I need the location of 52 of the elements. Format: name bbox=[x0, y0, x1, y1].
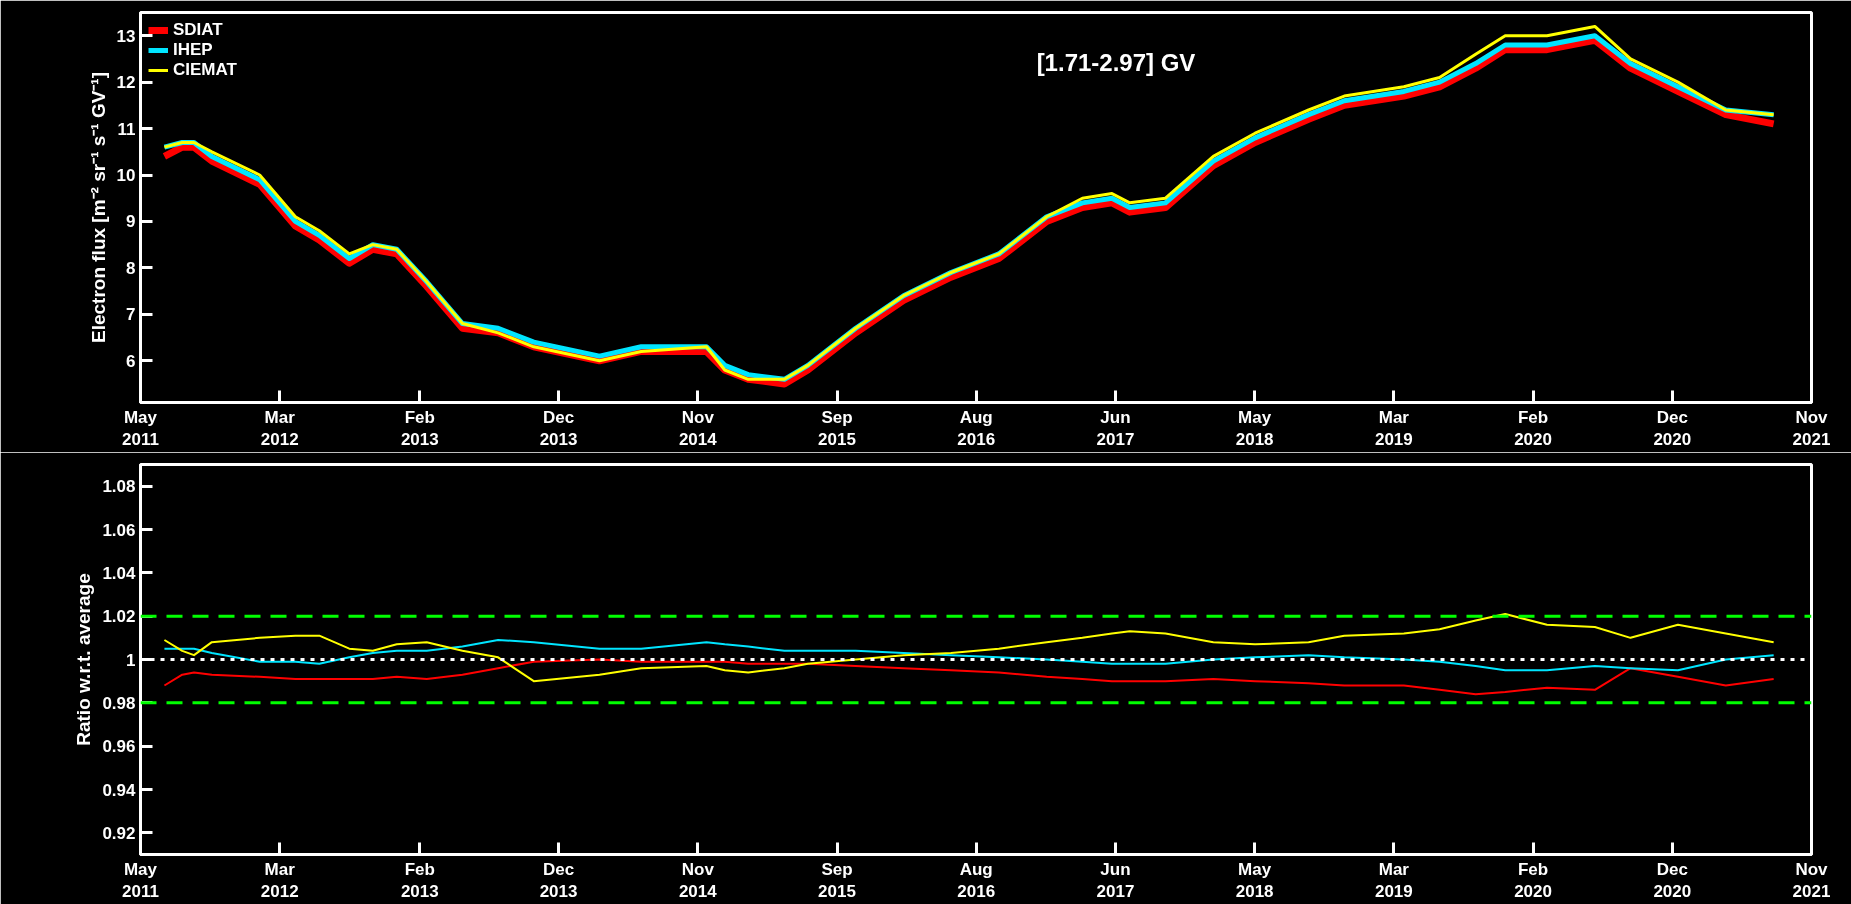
x-tick-label: Feb 2013 bbox=[400, 859, 439, 902]
y-tick-label: 0.94 bbox=[102, 780, 137, 800]
x-tick-label: Jun 2017 bbox=[1096, 859, 1135, 902]
y-axis-title: Electron flux [m⁻² sr⁻¹ s⁻¹ GV⁻¹] bbox=[87, 71, 109, 344]
x-tick-label: Jun 2017 bbox=[1096, 407, 1135, 450]
y-tick-label: 0.96 bbox=[102, 737, 136, 757]
x-tick-label: Nov 2021 bbox=[1792, 859, 1831, 902]
x-tick-label: Feb 2020 bbox=[1514, 859, 1552, 902]
y-tick-label: 11 bbox=[117, 119, 136, 139]
x-tick-label: Mar 2012 bbox=[260, 407, 299, 450]
x-tick-label: May 2018 bbox=[1235, 859, 1274, 902]
y-tick-label: 1.08 bbox=[102, 477, 136, 497]
y-tick-label: 7 bbox=[126, 305, 136, 325]
x-tick-label: May 2011 bbox=[122, 859, 159, 902]
y-tick-label: 1.04 bbox=[102, 563, 137, 583]
y-tick-label: 12 bbox=[116, 73, 136, 93]
y-tick-label: 10 bbox=[116, 166, 136, 185]
x-tick-label: Mar 2019 bbox=[1374, 407, 1413, 450]
y-tick-label: 1 bbox=[126, 650, 136, 670]
x-tick-label: Nov 2014 bbox=[678, 407, 718, 450]
y-tick-label: 6 bbox=[126, 351, 136, 371]
y-tick-label: 8 bbox=[126, 258, 136, 278]
x-tick-label: Mar 2012 bbox=[260, 859, 299, 902]
legend-label: IHEP bbox=[173, 40, 213, 60]
x-tick-label: Aug 2016 bbox=[957, 859, 996, 902]
x-tick-label: Feb 2020 bbox=[1514, 407, 1552, 450]
x-tick-label: May 2011 bbox=[122, 407, 159, 450]
legend-label: SDIAT bbox=[173, 20, 223, 40]
x-tick-label: Mar 2019 bbox=[1374, 859, 1413, 902]
x-tick-label: May 2018 bbox=[1235, 407, 1274, 450]
y-axis-title: Ratio w.r.t. average bbox=[73, 573, 95, 746]
y-tick-label: 1.06 bbox=[102, 520, 136, 540]
x-tick-label: Nov 2021 bbox=[1792, 407, 1831, 450]
y-tick-label: 0.98 bbox=[102, 693, 136, 713]
legend-label: CIEMAT bbox=[173, 60, 237, 80]
x-tick-label: Nov 2014 bbox=[678, 859, 718, 902]
x-tick-label: Dec 2013 bbox=[539, 407, 578, 450]
x-tick-label: Feb 2013 bbox=[400, 407, 439, 450]
y-tick-label: 1.02 bbox=[102, 607, 136, 627]
y-tick-label: 13 bbox=[116, 26, 136, 46]
x-tick-label: Dec 2013 bbox=[539, 859, 578, 902]
x-tick-label: Sep 2015 bbox=[818, 407, 856, 450]
x-tick-label: Dec 2020 bbox=[1653, 859, 1692, 902]
x-tick-label: Dec 2020 bbox=[1653, 407, 1692, 450]
y-tick-label: 0.92 bbox=[102, 823, 136, 843]
y-tick-label: 9 bbox=[126, 212, 136, 232]
text: [1.71-2.97] GV bbox=[1036, 48, 1196, 76]
x-tick-label: Aug 2016 bbox=[957, 407, 996, 450]
line-series bbox=[163, 658, 1775, 696]
line-series bbox=[163, 639, 1775, 672]
line-series bbox=[163, 613, 1775, 683]
x-tick-label: Sep 2015 bbox=[818, 859, 856, 902]
